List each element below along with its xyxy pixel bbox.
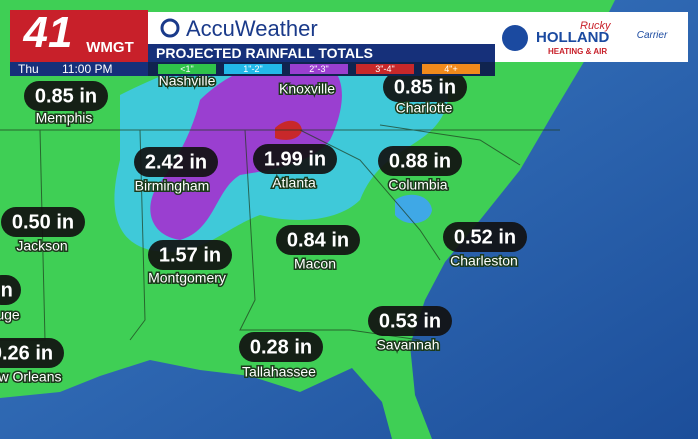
rain-amount: 0.85 in <box>35 85 97 107</box>
rain-amount: 0.84 in <box>287 229 349 251</box>
legend-swatch <box>356 64 414 74</box>
city-name: Montgomery <box>148 270 226 286</box>
rain-amount: 0.52 in <box>454 226 516 248</box>
channel: 41 <box>23 8 73 57</box>
sponsor-partner: Carrier <box>637 30 668 41</box>
amount-pill <box>368 306 452 336</box>
legend-swatch <box>224 64 282 74</box>
legend-label: 1"-2" <box>243 64 262 74</box>
city-name: Macon <box>294 256 336 272</box>
city-name: w Orleans <box>0 369 62 385</box>
city-name: Memphis <box>36 110 93 126</box>
amount-pill <box>0 338 64 368</box>
rain-amount: 2.42 in <box>145 151 207 173</box>
legend-label: 2"-3" <box>309 64 328 74</box>
rain-amount: 0.28 in <box>250 336 312 358</box>
amount-pill <box>443 222 527 252</box>
day: Thu <box>18 62 39 76</box>
amount-pill <box>378 146 462 176</box>
title-bar <box>148 44 495 62</box>
sponsor-name: HOLLAND <box>536 29 609 46</box>
header: 41 WMGT Thu 11:00 PM AccuWeather PROJECT… <box>10 8 688 76</box>
rain-amount: 0.50 in <box>12 211 74 233</box>
rain-zone <box>395 194 432 224</box>
city-name: Charlotte <box>396 100 453 116</box>
time-bar <box>10 62 148 76</box>
city-name: Birmingham <box>135 178 210 194</box>
sponsor-tagline: HEATING & AIR <box>548 47 607 56</box>
city-name: Savannah <box>376 337 439 353</box>
rain-amount: in <box>0 279 13 301</box>
amount-pill <box>134 147 218 177</box>
legend-label: <1" <box>180 64 193 74</box>
amount-pill <box>0 275 21 305</box>
legend-label: 3"-4" <box>375 64 394 74</box>
station-logo <box>10 10 148 62</box>
station: WMGT <box>86 39 133 56</box>
legend-swatch <box>158 64 216 74</box>
city-name: Columbia <box>388 177 447 193</box>
city-name: Tallahassee <box>242 364 316 380</box>
sponsor-script: Rucky <box>580 20 612 32</box>
amount-pill <box>253 144 337 174</box>
time: 11:00 PM <box>62 62 112 76</box>
amount-pill <box>276 225 360 255</box>
rain-amount: 1.99 in <box>264 148 326 170</box>
brand-bar <box>148 12 495 44</box>
rain-amount: 0.85 in <box>394 76 456 98</box>
amount-pill <box>148 240 232 270</box>
state-borders <box>0 124 560 341</box>
city-name: Knoxville <box>279 81 335 97</box>
rain-amount: 0.26 in <box>0 342 53 364</box>
city-name: Charleston <box>450 253 518 269</box>
legend-swatch <box>290 64 348 74</box>
city-name: Atlanta <box>272 175 316 191</box>
title: PROJECTED RAINFALL TOTALS <box>156 45 373 61</box>
sun-icon <box>160 18 180 38</box>
amount-pill <box>239 332 323 362</box>
amount-pill <box>383 72 467 102</box>
brand: AccuWeather <box>186 16 318 41</box>
rain-amount: 0.88 in <box>389 150 451 172</box>
legend-swatch <box>422 64 480 74</box>
amount-pill <box>1 207 85 237</box>
rain-amount: 1.57 in <box>159 244 221 266</box>
sponsor-logo <box>502 25 528 51</box>
amount-pill <box>24 81 108 111</box>
city-name: Jackson <box>16 238 67 254</box>
legend-label: 4"+ <box>444 64 457 74</box>
city-name: uge <box>0 307 20 323</box>
rain-amount: 0.53 in <box>379 310 441 332</box>
